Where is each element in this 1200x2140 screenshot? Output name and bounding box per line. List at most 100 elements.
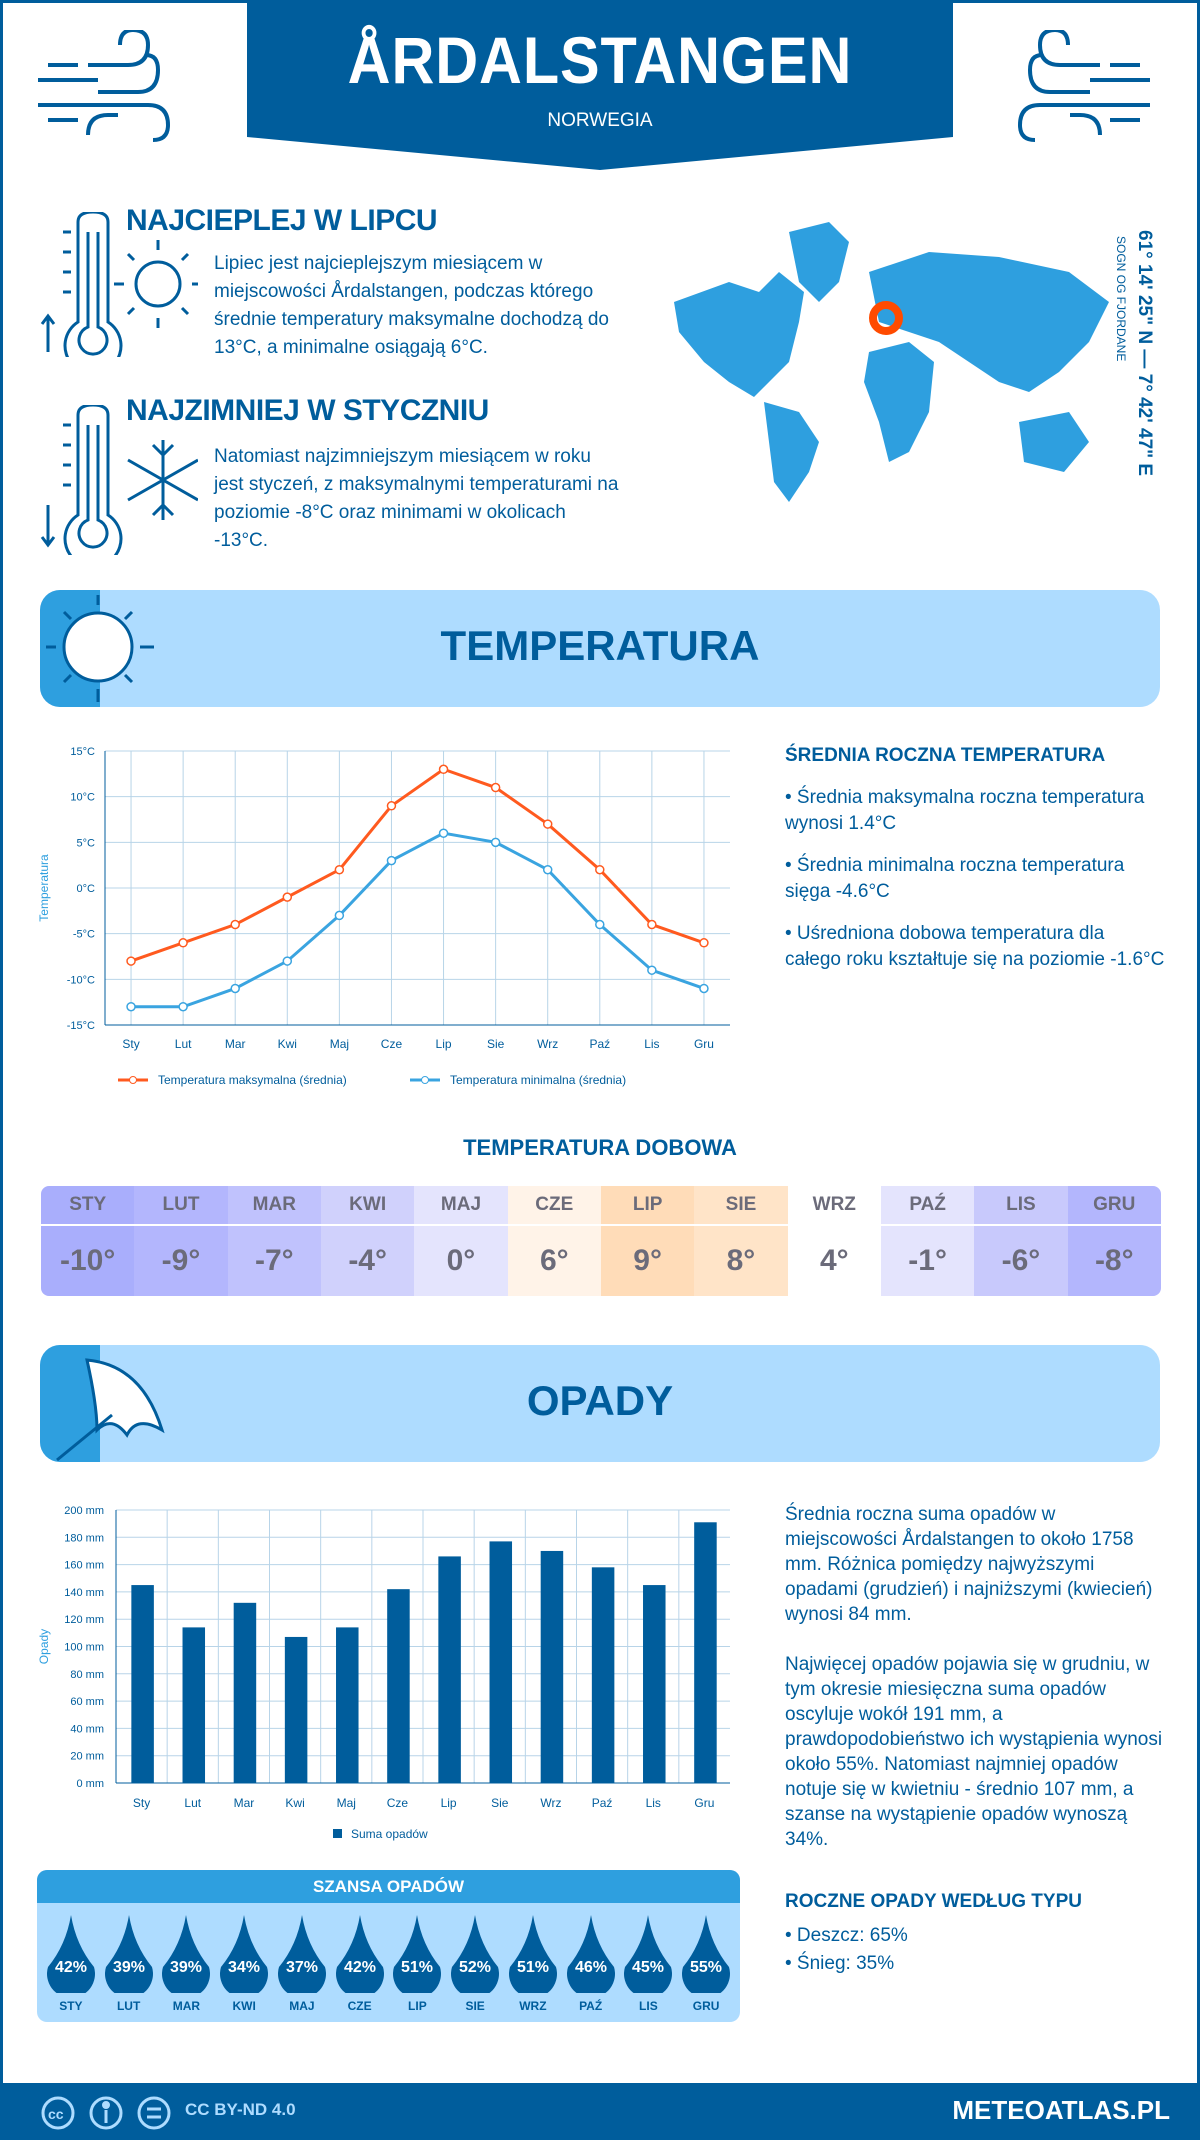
raindrop-icon: 55% <box>682 1915 731 1993</box>
region-label: SOGN OG FJORDANE <box>1114 236 1128 362</box>
month-label: MAJ <box>414 1186 508 1226</box>
y-tick-label: 20 mm <box>70 1751 104 1763</box>
chance-item: 46% PAŹ <box>562 1903 620 2013</box>
precip-type-heading: ROCZNE OPADY WEDŁUG TYPU <box>785 1891 1082 1912</box>
month-label: PAŹ <box>880 1186 975 1226</box>
legend-label: Temperatura minimalna (średnia) <box>450 1073 626 1087</box>
precip-title: OPADY <box>526 1377 674 1424</box>
data-point <box>386 855 397 866</box>
raindrop-icon: 51% <box>393 1915 442 1993</box>
bar <box>131 1585 154 1783</box>
temp-value: 9° <box>633 1244 662 1277</box>
data-point <box>595 919 605 930</box>
month-label: WRZ <box>519 1999 547 2013</box>
annual-temp-box: ŚREDNIA ROCZNA TEMPERATURA • Średnia mak… <box>785 743 1165 973</box>
wind-icon <box>38 30 171 142</box>
x-tick-label: Gru <box>694 1796 714 1810</box>
month-label: GRU <box>692 1999 720 2013</box>
data-point <box>542 819 553 829</box>
y-tick-label: 0°C <box>77 883 96 895</box>
data-point <box>647 965 657 975</box>
x-tick-label: Lip <box>441 1796 457 1810</box>
chance-value: 45% <box>632 1959 664 1976</box>
bar <box>489 1541 513 1783</box>
month-label: KWI <box>320 1186 415 1226</box>
x-tick-label: Lis <box>646 1796 661 1810</box>
sun-icon <box>46 595 154 702</box>
data-point <box>230 919 240 930</box>
chance-value: 39% <box>170 1959 202 1976</box>
chance-item: 39% LUT <box>100 1903 158 2013</box>
coldest-text: Natomiast najzimniejszym miesiącem w rok… <box>214 446 619 551</box>
temp-value: 6° <box>539 1244 569 1277</box>
city-title: ÅRDALSTANGEN <box>347 23 853 97</box>
rain-share: • Deszcz: 65% <box>785 1925 908 1946</box>
daily-temp-cell: MAR -7° <box>227 1186 321 1296</box>
month-label: CZE <box>507 1186 601 1226</box>
chance-value: 51% <box>401 1959 433 1976</box>
title-banner <box>247 0 953 170</box>
bar <box>284 1636 308 1783</box>
month-label: LUT <box>116 1999 141 2013</box>
month-label: LIS <box>639 1999 658 2013</box>
data-point <box>230 983 240 994</box>
month-label: LUT <box>134 1186 228 1226</box>
raindrop-icon: 42% <box>335 1915 384 1993</box>
data-point <box>490 782 501 793</box>
x-tick-label: Wrz <box>537 1037 558 1051</box>
precipitation-chart: 0 mm 20 mm 40 mm 60 mm 80 mm 100 mm 120 mm 140 … <box>37 1505 730 1841</box>
bar <box>336 1627 359 1783</box>
raindrop-icon: 46% <box>566 1915 615 1993</box>
daily-temp-cell: LIP 9° <box>600 1186 695 1296</box>
temp-value: -6° <box>1001 1244 1041 1277</box>
month-label: SIE <box>465 1999 485 2013</box>
x-tick-label: Cze <box>381 1037 403 1051</box>
month-label: LIP <box>408 1999 427 2013</box>
y-tick-label: -5°C <box>73 929 95 941</box>
temp-value: -4° <box>348 1244 387 1277</box>
temp-value: -9° <box>161 1244 201 1277</box>
month-label: MAR <box>227 1186 321 1226</box>
y-tick-label: 80 mm <box>70 1669 104 1681</box>
warmest-text: Lipiec jest najcieplejszym miesiącem w m… <box>214 253 609 358</box>
legend-label: Temperatura maksymalna (średnia) <box>158 1073 347 1087</box>
chance-item: 37% MAJ <box>273 1903 331 2013</box>
data-point <box>438 764 449 775</box>
daily-temp-cell: LUT -9° <box>134 1186 228 1296</box>
data-point <box>699 938 709 948</box>
daily-temp-cell: PAŹ -1° <box>880 1186 975 1296</box>
chance-value: 46% <box>575 1959 607 1976</box>
legend-marker <box>129 1076 137 1084</box>
svg-text:cc: cc <box>48 2106 64 2122</box>
y-tick-label: 5°C <box>77 837 96 849</box>
temp-value: -7° <box>254 1244 294 1277</box>
data-point <box>699 983 709 994</box>
raindrop-icon: 39% <box>104 1915 153 1993</box>
data-point <box>334 910 345 921</box>
chance-item: 51% WRZ <box>504 1903 562 2013</box>
y-tick-label: 140 mm <box>64 1587 104 1599</box>
data-point <box>282 956 293 966</box>
month-label: CZE <box>347 1999 372 2013</box>
x-tick-label: Cze <box>387 1796 409 1810</box>
bar <box>387 1589 410 1783</box>
month-label: STY <box>41 1186 135 1226</box>
raindrop-icon: 37% <box>277 1915 326 1993</box>
chance-item: 42% CZE <box>331 1903 389 2013</box>
x-tick-label: Sie <box>487 1037 505 1051</box>
brand-link[interactable]: METEOATLAS.PL <box>952 2095 1170 2125</box>
month-label: GRU <box>1067 1186 1161 1226</box>
temp-value: -1° <box>908 1244 947 1277</box>
data-point <box>126 1001 136 1012</box>
y-tick-label: 15°C <box>70 746 95 758</box>
data-point <box>490 837 501 848</box>
precip-banner <box>40 1345 1160 1462</box>
chance-value: 51% <box>517 1959 549 1976</box>
x-tick-label: Gru <box>694 1037 714 1051</box>
avg-daily-text: • Uśredniona dobowa temperatura dla całe… <box>785 923 1165 970</box>
world-map <box>674 222 1109 502</box>
daily-temp-cell: LIS -6° <box>974 1186 1068 1296</box>
bar <box>643 1585 666 1783</box>
chance-value: 34% <box>228 1959 260 1976</box>
bar <box>233 1602 257 1783</box>
